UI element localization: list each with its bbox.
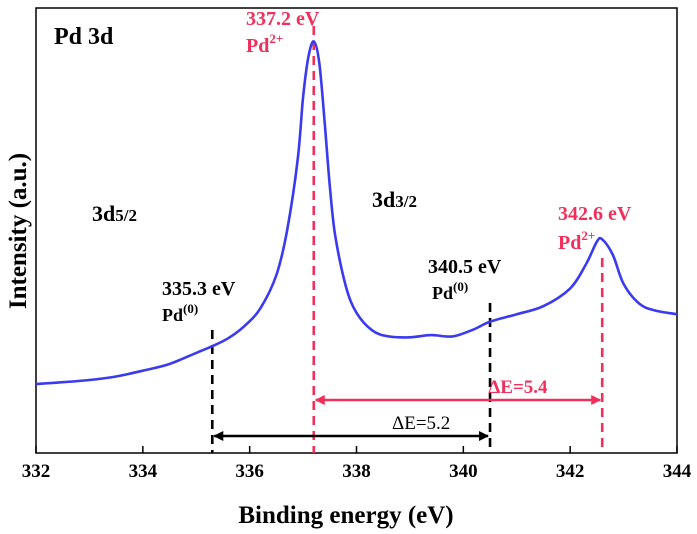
peak-342-state-label: Pd2+ bbox=[558, 228, 595, 254]
x-tick-label: 342 bbox=[556, 461, 585, 482]
x-axis-title: Binding energy (eV) bbox=[238, 502, 453, 529]
peak-342-energy-label: 342.6 eV bbox=[558, 203, 632, 225]
peak-335-state-label: Pd(0) bbox=[162, 301, 198, 325]
peak-340-energy-label: 340.5 eV bbox=[428, 256, 502, 278]
x-tick-label: 332 bbox=[22, 461, 51, 482]
x-axis-tick-labels: 332 334 336 338 340 342 344 bbox=[22, 461, 692, 482]
region-label-3d52: 3d5/2 bbox=[92, 201, 137, 226]
x-tick-label: 334 bbox=[129, 461, 158, 482]
panel-label: Pd 3d bbox=[54, 24, 114, 50]
y-axis-title: Intensity (a.u.) bbox=[5, 153, 32, 309]
spectrum-line bbox=[35, 40, 678, 386]
x-tick-label: 344 bbox=[663, 461, 692, 482]
x-tick-label: 336 bbox=[235, 461, 264, 482]
delta-arrow-label: ΔE=5.4 bbox=[488, 377, 548, 398]
peak-340-state-label: Pd(0) bbox=[432, 279, 468, 303]
delta-arrow-label: ΔE=5.2 bbox=[392, 413, 450, 434]
x-axis-ticks bbox=[35, 446, 678, 453]
peak-337-state-label: Pd2+ bbox=[246, 31, 283, 57]
peak-335-energy-label: 335.3 eV bbox=[162, 278, 236, 300]
reference-lines bbox=[210, 26, 604, 453]
delta-arrows: ΔE=5.2 ΔE=5.4 bbox=[213, 377, 602, 441]
peak-337-energy-label: 337.2 eV bbox=[246, 8, 320, 30]
region-label-3d32: 3d3/2 bbox=[372, 187, 417, 212]
x-tick-label: 340 bbox=[449, 461, 478, 482]
x-tick-label: 338 bbox=[342, 461, 371, 482]
